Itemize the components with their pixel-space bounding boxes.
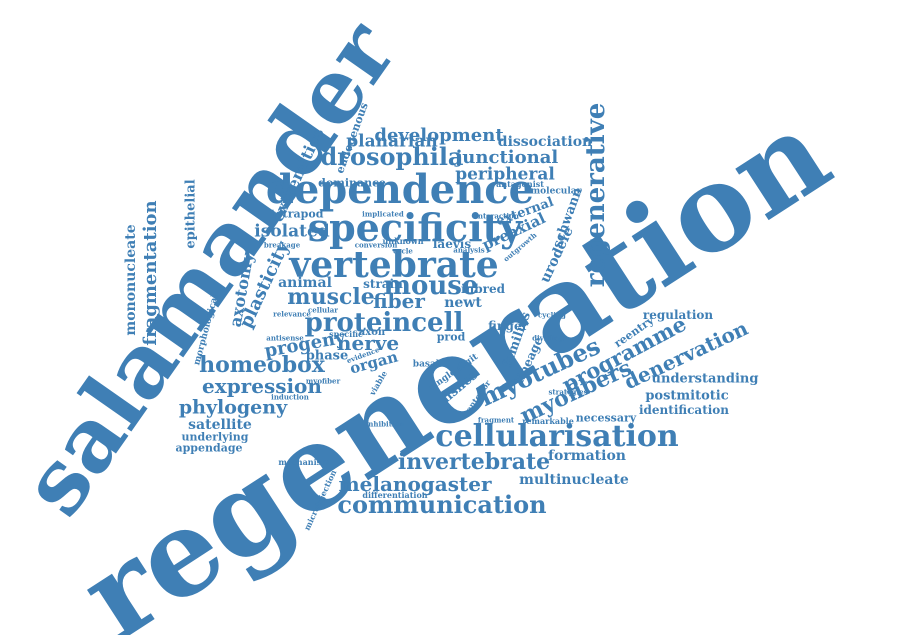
word-newt: newt — [444, 295, 482, 311]
word-dependence: dependence — [265, 166, 535, 213]
word-nerve: nerve — [336, 331, 400, 355]
word-fragment: fragment — [477, 415, 515, 425]
word-relevance: relevance — [273, 309, 311, 319]
word-phase: phase — [305, 348, 349, 364]
word-specific: specific — [329, 329, 363, 339]
word-cycling: cycling — [538, 310, 566, 320]
word-cycle: cycle — [393, 246, 413, 256]
word-strategies: strategies — [548, 387, 588, 397]
word-development: development — [374, 125, 504, 146]
word-postmitotic: postmitotic — [645, 388, 729, 404]
word-basal: basal — [412, 359, 440, 370]
word-dominance: dominance — [318, 176, 386, 190]
word-fiber: fiber — [373, 289, 425, 313]
word-formation: formation — [548, 448, 626, 464]
word-regulation: regulation — [642, 308, 714, 322]
word-appendage: appendage — [175, 441, 243, 455]
word-muscle: muscle — [287, 284, 375, 310]
word-expression: expression — [202, 374, 322, 398]
word-mouse: mouse — [383, 271, 479, 301]
word-dissociation: dissociation — [497, 134, 593, 150]
word-vertebrate: vertebrate — [289, 244, 499, 286]
word-inhibition: inhibition — [365, 419, 405, 429]
word-unknown: unknown — [382, 236, 424, 246]
word-drosophila: drosophila — [320, 142, 464, 171]
word-multinucleate: multinucleate — [519, 472, 629, 488]
word-planarian: planarian — [346, 131, 438, 152]
word-peripheral: peripheral — [455, 164, 555, 185]
word-dividing: dividing — [532, 333, 564, 343]
word-mononucleate: mononucleate — [123, 224, 139, 336]
word-conversion: conversion — [354, 240, 398, 250]
word-antagonist: antagonist — [496, 179, 544, 189]
word-understanding: understanding — [651, 371, 759, 387]
word-identification: identification — [638, 403, 730, 417]
word-inbred: inbred — [460, 282, 506, 296]
word-strain: strain — [363, 277, 403, 291]
word-prod: prod — [436, 330, 466, 344]
word-necessary: necessary — [575, 411, 637, 425]
word-axon: axon — [358, 327, 386, 338]
word-antisense: antisense — [266, 333, 304, 343]
word-cellularisation: cellularisation — [435, 419, 679, 454]
word-junctional: junctional — [455, 147, 559, 168]
word-phylogeny: phylogeny — [178, 396, 288, 419]
word-myofiber: myofiber — [305, 376, 341, 386]
word-specificity: specificity — [307, 205, 523, 250]
word-melanogaster: melanogaster — [338, 472, 492, 496]
word-communication: communication — [337, 490, 547, 519]
word-implicated: implicated — [362, 209, 404, 219]
word-breakage: breakage — [263, 240, 301, 250]
word-induction: induction — [271, 392, 309, 402]
word-molecular: molecular — [530, 186, 582, 197]
word-isolated: isolated — [254, 221, 330, 242]
word-proteincell: proteincell — [304, 308, 464, 338]
word-animal: animal — [278, 275, 332, 291]
word-analysis: analysis — [453, 245, 485, 255]
word-satellite: satellite — [188, 417, 252, 433]
word-fragmentation: fragmentation — [140, 200, 161, 346]
word-homeobox: homeobox — [199, 352, 325, 378]
word-finger: finger — [488, 319, 528, 333]
word-cellular: cellular — [307, 305, 339, 315]
word-epithelial: epithelial — [183, 179, 199, 249]
word-remarkable: remarkable — [522, 416, 574, 426]
word-laevis: laevis — [432, 237, 472, 251]
word-tetrapod: tetrapod — [270, 207, 324, 221]
word-underlying: underlying — [181, 430, 249, 444]
word-differentiation: differentiation — [362, 490, 428, 500]
word-interaction: interaction — [475, 211, 519, 221]
word-mechanism: mechanism — [278, 457, 330, 467]
word-invertebrate: invertebrate — [397, 449, 551, 475]
word-regenerative: regenerative — [581, 102, 611, 288]
